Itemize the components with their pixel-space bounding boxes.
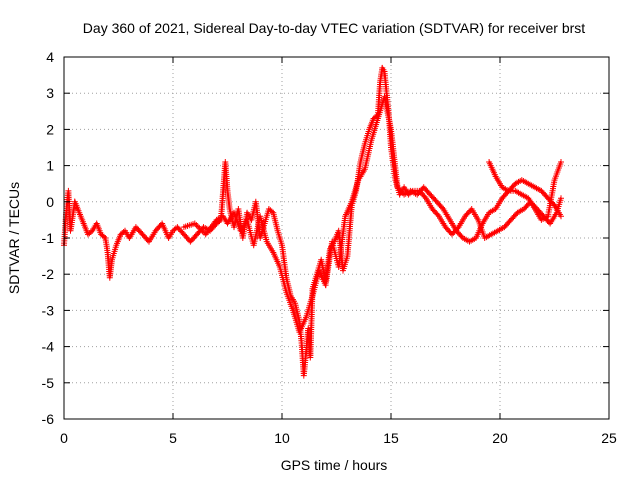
data-point xyxy=(542,192,549,199)
y-tick-label: 2 xyxy=(46,121,54,137)
data-point xyxy=(395,185,402,192)
data-point xyxy=(500,193,507,200)
data-point xyxy=(427,191,434,198)
data-point xyxy=(398,188,405,195)
data-point xyxy=(190,235,197,242)
data-point xyxy=(183,234,190,241)
data-point xyxy=(156,223,163,230)
x-tick-label: 0 xyxy=(60,430,68,446)
y-tick-label: -1 xyxy=(42,230,55,246)
data-point xyxy=(507,216,514,223)
data-point xyxy=(506,218,513,225)
data-point xyxy=(436,201,443,208)
y-tick-label: 1 xyxy=(46,158,54,174)
y-tick-label: -6 xyxy=(42,411,55,427)
data-point xyxy=(450,229,457,236)
axis-ticks: 0 5 10 15 20 25 -6 -5 -4 -3 -2 -1 0 1 2 3 4 xyxy=(42,49,617,446)
data-point xyxy=(422,185,428,192)
data-point xyxy=(558,213,564,220)
data-point xyxy=(101,233,107,240)
data-point xyxy=(87,229,94,235)
data-point xyxy=(443,225,450,232)
y-tick-label: 0 xyxy=(46,194,54,210)
data-point xyxy=(545,195,551,202)
y-tick-label: 3 xyxy=(46,85,54,101)
data-point xyxy=(178,228,185,235)
data-point xyxy=(539,189,546,196)
data-point xyxy=(501,224,508,231)
data-point xyxy=(446,228,453,235)
data-point xyxy=(175,225,182,232)
y-tick-label: -5 xyxy=(42,375,55,391)
x-tick-label: 10 xyxy=(274,430,290,446)
y-tick-label: -4 xyxy=(42,339,55,355)
data-point xyxy=(558,159,564,165)
series-track-1 xyxy=(61,64,564,379)
x-tick-label: 15 xyxy=(383,430,399,446)
chart-title: Day 360 of 2021, Sidereal Day-to-day VTE… xyxy=(83,20,585,36)
data-point xyxy=(420,192,427,199)
data-point xyxy=(521,206,527,212)
data-point xyxy=(187,238,194,245)
data-point xyxy=(433,198,440,205)
data-point xyxy=(415,190,422,197)
data-point xyxy=(432,197,439,204)
data-series xyxy=(61,64,564,379)
x-tick-label: 25 xyxy=(601,430,617,446)
data-point xyxy=(510,214,517,220)
data-point xyxy=(136,228,143,235)
data-point xyxy=(418,187,425,194)
data-point xyxy=(463,211,470,218)
data-point xyxy=(523,203,530,210)
series-track-3 xyxy=(486,159,564,223)
data-point xyxy=(192,232,199,239)
data-point xyxy=(504,221,510,228)
data-point xyxy=(153,226,160,233)
series-track-2 xyxy=(180,93,564,336)
data-point xyxy=(134,225,141,232)
data-point xyxy=(430,207,437,214)
data-point xyxy=(558,195,564,202)
y-tick-label: -3 xyxy=(42,302,55,318)
y-tick-label: -2 xyxy=(42,266,55,282)
data-point xyxy=(453,227,460,234)
data-point xyxy=(466,208,472,215)
data-point xyxy=(503,190,510,197)
data-point xyxy=(429,194,436,201)
data-point xyxy=(439,204,445,211)
data-point xyxy=(424,188,431,195)
data-point xyxy=(456,230,462,237)
y-axis-label: SDTVAR / TECUs xyxy=(6,182,22,294)
data-point xyxy=(195,229,202,236)
y-tick-label: 4 xyxy=(46,49,54,65)
data-point xyxy=(142,234,149,241)
x-axis-label: GPS time / hours xyxy=(281,457,388,473)
data-point xyxy=(180,231,187,238)
data-point xyxy=(433,210,440,217)
x-tick-label: 5 xyxy=(169,430,177,446)
data-point xyxy=(139,231,146,238)
x-tick-label: 20 xyxy=(492,430,508,446)
